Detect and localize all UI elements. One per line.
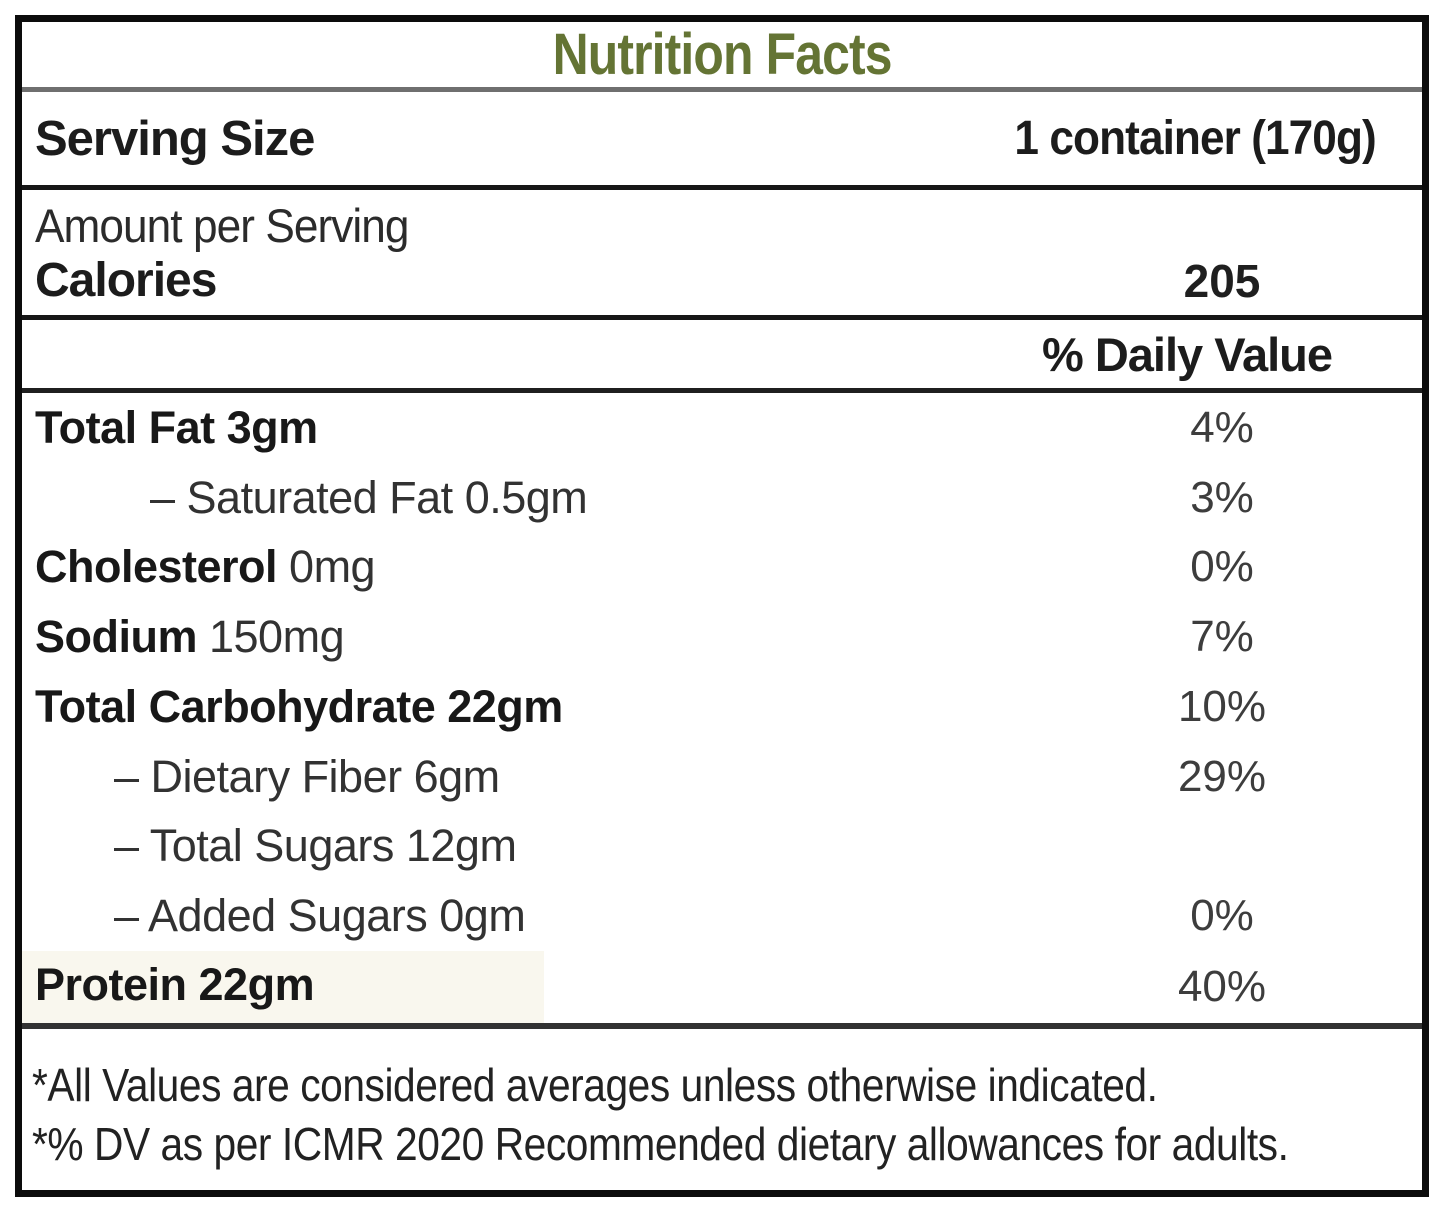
calories-section: Amount per Serving Calories 205 [22, 190, 1422, 320]
nutrient-row-added-sugars: – Added Sugars 0gm 0% [22, 881, 1422, 951]
nutrient-amount: 0.5gm [464, 471, 588, 523]
nutrient-amount: 150mg [209, 611, 345, 663]
nutrient-amount: 22gm [198, 959, 315, 1010]
nutrient-name: – Total Sugars [114, 820, 394, 872]
protein-highlight: Protein 22gm [22, 951, 544, 1023]
nutrient-row-cholesterol: Cholesterol 0mg 0% [22, 533, 1422, 603]
nutrient-row-total-fat: Total Fat 3gm 4% [22, 393, 1422, 463]
nutrient-name: – Dietary Fiber [114, 750, 402, 802]
nutrient-name: Protein [35, 959, 187, 1010]
nutrient-amount: 6gm [413, 750, 501, 802]
nutrient-dv: 7% [1190, 612, 1254, 662]
nutrient-name: – Added Sugars [114, 890, 428, 942]
footnote-daily-value: *% DV as per ICMR 2020 Recommended dieta… [32, 1117, 1289, 1170]
nutrient-dv: 0% [1190, 891, 1254, 941]
nutrient-amount: 0mg [289, 541, 376, 593]
nutrient-amount: 22gm [447, 680, 563, 732]
nutrient-amount: 12gm [405, 820, 517, 872]
nutrient-name: Cholesterol [35, 541, 278, 593]
daily-value-header: % Daily Value [1041, 327, 1333, 381]
footnote-averages: *All Values are considered averages unle… [32, 1058, 1158, 1111]
nutrient-table: Total Fat 3gm 4% – Saturated Fat 0.5gm 3% … [22, 393, 1422, 1029]
nutrient-dv: 40% [1177, 962, 1267, 1011]
nutrient-row-protein: Protein 22gm 40% [22, 951, 1422, 1023]
nutrient-row-saturated-fat: – Saturated Fat 0.5gm 3% [22, 463, 1422, 533]
nutrient-dv: 3% [1190, 472, 1254, 522]
nutrient-row-total-carbohydrate: Total Carbohydrate 22gm 10% [22, 672, 1422, 742]
calories-value: 205 [1183, 254, 1261, 307]
nutrient-row-total-sugars: – Total Sugars 12gm [22, 812, 1422, 882]
nutrient-dv: 29% [1177, 751, 1267, 801]
nutrient-dv: 10% [1177, 681, 1267, 731]
nutrient-row-dietary-fiber: – Dietary Fiber 6gm 29% [22, 742, 1422, 812]
label-title: Nutrition Facts [552, 22, 892, 87]
serving-size-value: 1 container (170g) [1014, 112, 1377, 165]
nutrient-name: – Saturated Fat [150, 471, 453, 523]
nutrient-row-sodium: Sodium 150mg 7% [22, 602, 1422, 672]
nutrient-dv: 4% [1190, 402, 1254, 452]
nutrition-facts-label: Nutrition Facts Serving Size 1 container… [15, 15, 1429, 1197]
nutrient-amount: 0gm [439, 890, 526, 942]
serving-size-row: Serving Size 1 container (170g) [22, 92, 1422, 190]
calories-row: Calories 205 [35, 253, 1422, 316]
nutrient-amount: 3gm [226, 401, 319, 453]
daily-value-header-row: % Daily Value [22, 320, 1422, 393]
amount-per-serving-label: Amount per Serving [35, 199, 409, 252]
nutrient-name: Total Carbohydrate [35, 680, 436, 732]
nutrient-dv: 0% [1190, 542, 1254, 592]
nutrient-name: Sodium [35, 611, 198, 663]
footnotes-section: *All Values are considered averages unle… [22, 1029, 1422, 1190]
title-section: Nutrition Facts [22, 22, 1422, 92]
nutrient-name: Total Fat [35, 401, 215, 453]
calories-label: Calories [35, 254, 217, 307]
serving-size-label: Serving Size [35, 111, 315, 166]
